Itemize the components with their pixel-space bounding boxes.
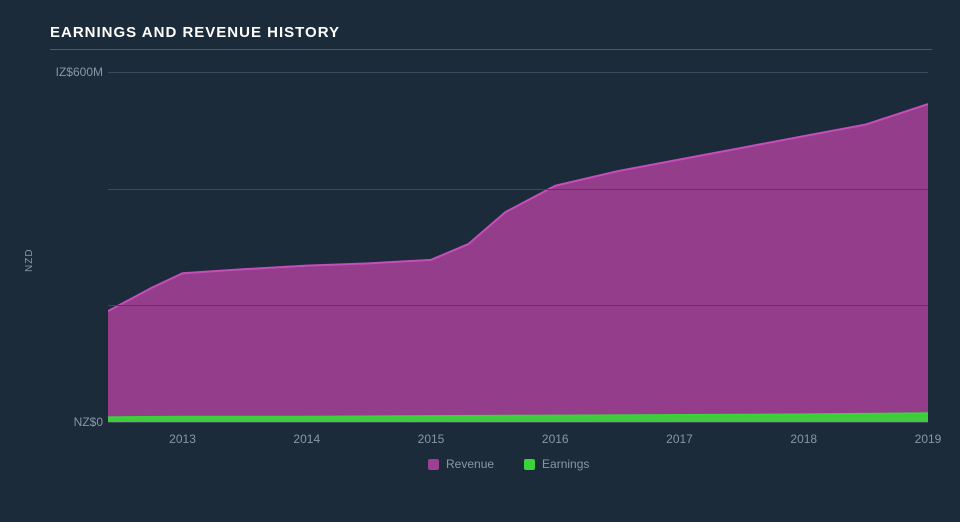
x-tick-label: 2015 [406,432,456,446]
y-axis-label: NZD [24,248,35,272]
x-tick-label: 2018 [779,432,829,446]
chart-area: NZD NZ$0IZ$600M2013201420152016201720182… [28,72,928,472]
gridline [108,189,928,190]
legend-item-earnings: Earnings [524,457,589,471]
legend-swatch [428,459,439,470]
gridline [108,72,928,73]
x-tick-label: 2013 [158,432,208,446]
legend-label: Earnings [542,457,589,471]
chart-legend: Revenue Earnings [428,457,589,471]
legend-item-revenue: Revenue [428,457,494,471]
y-tick-label: NZ$0 [43,415,103,429]
x-tick-label: 2017 [655,432,705,446]
gridline [108,305,928,306]
legend-swatch [524,459,535,470]
series-area-revenue [108,104,928,422]
gridline [108,422,928,423]
x-tick-label: 2016 [530,432,580,446]
x-tick-label: 2019 [903,432,953,446]
chart-title: EARNINGS AND REVENUE HISTORY [50,24,932,50]
legend-label: Revenue [446,457,494,471]
plot-region [108,72,928,422]
y-tick-label: IZ$600M [43,65,103,79]
x-tick-label: 2014 [282,432,332,446]
